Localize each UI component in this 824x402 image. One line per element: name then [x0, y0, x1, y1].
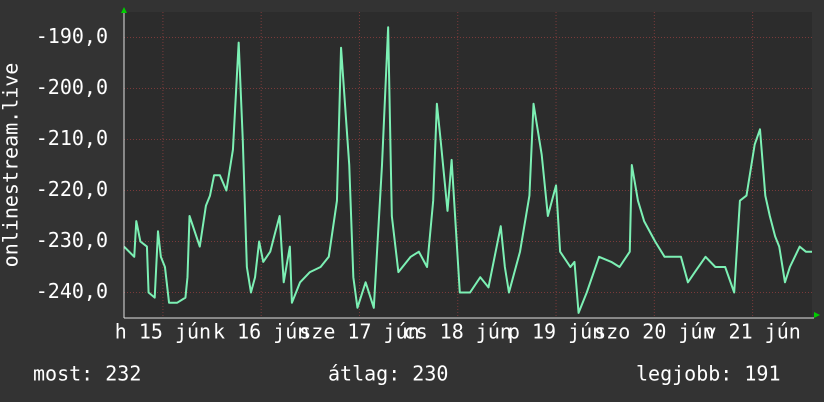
- y-axis-label: onlinestream.live: [0, 63, 23, 268]
- grid: [124, 12, 812, 318]
- y-tick-label: -220,0: [36, 177, 108, 201]
- x-tick-label: h 15 jún: [115, 320, 211, 344]
- plot-area: [124, 12, 812, 318]
- y-tick-label: -200,0: [36, 75, 108, 99]
- x-tick-label: p 19 jún: [508, 320, 604, 344]
- stat-current: most: 232: [33, 362, 141, 386]
- stat-average: átlag: 230: [328, 362, 448, 386]
- marks: [123, 26, 812, 314]
- x-tick-label: v 21 jún: [704, 320, 800, 344]
- y-tick-label: -190,0: [36, 24, 108, 48]
- y-tick-label: -210,0: [36, 126, 108, 150]
- x-tick-label: szo 20 jún: [594, 320, 714, 344]
- stat-best: legjobb: 191: [636, 362, 781, 386]
- y-axis-arrow: [121, 7, 127, 13]
- x-tick-label: cs 18 jún: [404, 320, 512, 344]
- x-tick-label: k 16 jún: [213, 320, 309, 344]
- y-tick-label: -230,0: [36, 228, 108, 252]
- data-line: [123, 26, 812, 314]
- x-axis-arrow: [814, 312, 820, 318]
- y-tick-label: -240,0: [36, 279, 108, 303]
- x-tick-label: sze 17 jún: [299, 320, 419, 344]
